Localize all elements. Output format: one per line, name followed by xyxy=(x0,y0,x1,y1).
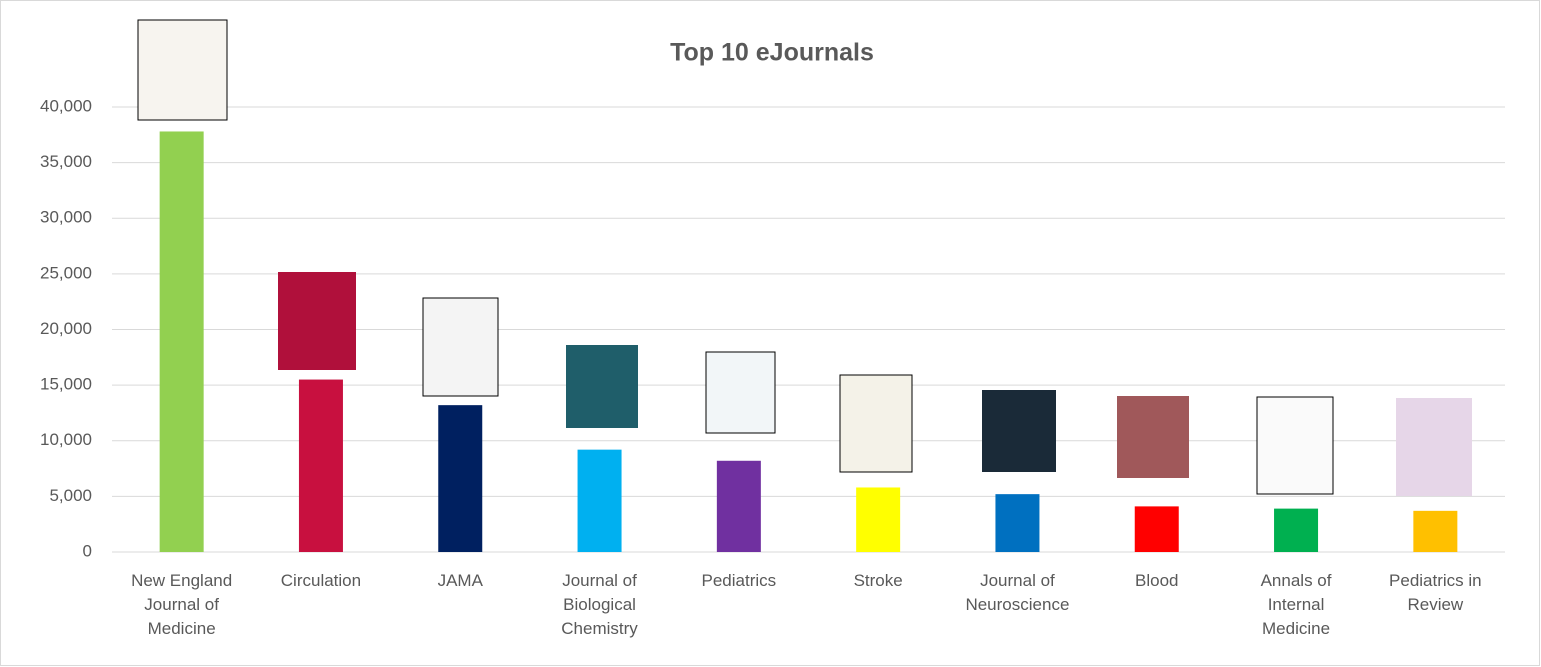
y-tick-label: 5,000 xyxy=(49,486,92,505)
y-tick-label: 15,000 xyxy=(40,375,92,394)
chart-title: Top 10 eJournals xyxy=(670,39,874,67)
y-tick-label: 0 xyxy=(83,541,92,560)
y-tick-label: 10,000 xyxy=(40,430,92,449)
bar xyxy=(1134,506,1179,552)
bar xyxy=(1413,510,1458,552)
cover-image xyxy=(278,272,356,370)
journal-covers xyxy=(137,19,1472,496)
y-tick-label: 35,000 xyxy=(40,152,92,171)
cover-image xyxy=(1396,398,1472,496)
cover-image xyxy=(566,345,638,428)
cover-image xyxy=(982,390,1056,472)
cover-image xyxy=(705,351,776,434)
y-tick-label: 40,000 xyxy=(40,96,92,115)
bar xyxy=(1274,508,1319,552)
x-tick-label: Blood xyxy=(1135,571,1179,590)
bar xyxy=(856,487,901,552)
cover-image xyxy=(1256,396,1334,495)
x-tick-label: Pediatrics in Review xyxy=(1389,571,1482,614)
bar xyxy=(298,379,343,552)
x-tick-label: Circulation xyxy=(280,571,362,590)
bar xyxy=(577,449,622,552)
bar xyxy=(438,405,483,552)
bar xyxy=(995,494,1040,552)
y-tick-label: 30,000 xyxy=(40,208,92,227)
bar xyxy=(716,460,761,552)
x-tick-label: Journal of Neuroscience xyxy=(965,571,1070,614)
bars xyxy=(159,131,1458,552)
x-tick-label: JAMA xyxy=(437,571,483,590)
y-tick-label: 20,000 xyxy=(40,319,92,338)
x-tick-label: Pediatrics xyxy=(701,571,777,590)
cover-image xyxy=(422,297,499,397)
cover-image xyxy=(839,374,913,473)
cover-image xyxy=(137,19,228,121)
x-tick-label: Annals of Internal Medicine xyxy=(1260,571,1332,638)
y-tick-label: 25,000 xyxy=(40,263,92,282)
cover-image xyxy=(1117,396,1189,478)
x-tick-label: Journal of Biological Chemistry xyxy=(561,571,638,638)
x-tick-label: Stroke xyxy=(853,571,903,590)
bar xyxy=(159,131,204,552)
x-tick-label: New England Journal of Medicine xyxy=(131,571,233,638)
